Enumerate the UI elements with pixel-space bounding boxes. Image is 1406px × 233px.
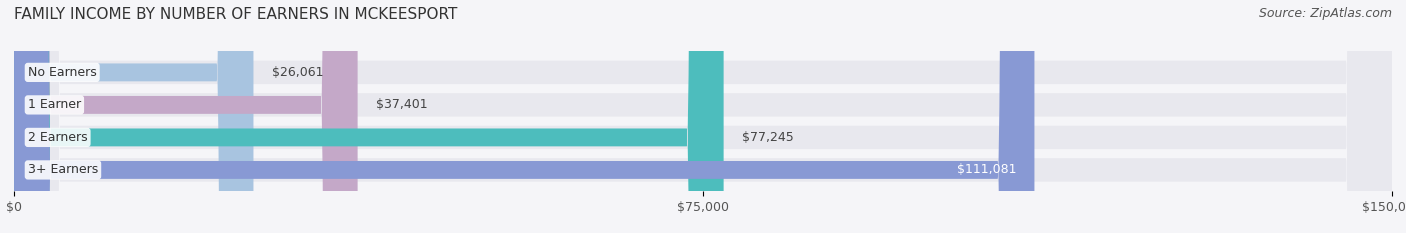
Text: FAMILY INCOME BY NUMBER OF EARNERS IN MCKEESPORT: FAMILY INCOME BY NUMBER OF EARNERS IN MC… [14, 7, 457, 22]
Text: $111,081: $111,081 [956, 163, 1017, 176]
FancyBboxPatch shape [14, 0, 1392, 233]
Text: $37,401: $37,401 [375, 98, 427, 111]
Text: No Earners: No Earners [28, 66, 97, 79]
FancyBboxPatch shape [14, 0, 724, 233]
Text: 3+ Earners: 3+ Earners [28, 163, 98, 176]
Text: 1 Earner: 1 Earner [28, 98, 82, 111]
FancyBboxPatch shape [14, 0, 253, 233]
FancyBboxPatch shape [14, 0, 1392, 233]
FancyBboxPatch shape [14, 0, 1035, 233]
FancyBboxPatch shape [14, 0, 1392, 233]
Text: $26,061: $26,061 [271, 66, 323, 79]
FancyBboxPatch shape [14, 0, 1392, 233]
Text: $77,245: $77,245 [742, 131, 794, 144]
Text: Source: ZipAtlas.com: Source: ZipAtlas.com [1258, 7, 1392, 20]
FancyBboxPatch shape [14, 0, 357, 233]
Text: 2 Earners: 2 Earners [28, 131, 87, 144]
